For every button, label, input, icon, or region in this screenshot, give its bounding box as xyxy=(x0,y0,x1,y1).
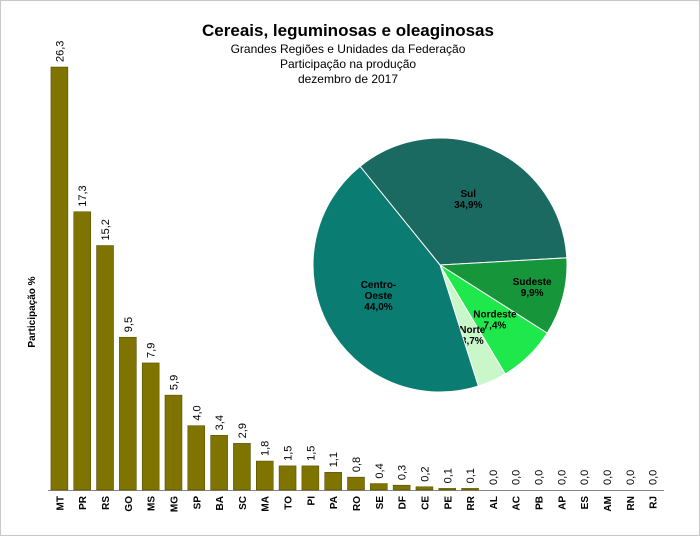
value-label: 0,8 xyxy=(351,457,363,472)
pie-slice xyxy=(312,165,479,393)
slice-label: Sudeste xyxy=(513,277,552,288)
value-label: 5,9 xyxy=(168,375,180,390)
value-label: 0,0 xyxy=(488,470,500,485)
bar xyxy=(141,362,160,491)
x-tick-label: DF xyxy=(398,496,409,509)
value-label: 15,2 xyxy=(100,219,112,240)
value-label: 0,0 xyxy=(534,470,546,485)
chart-title: Cereais, leguminosas e oleaginosas xyxy=(202,21,494,40)
x-tick-label: ES xyxy=(580,496,591,510)
x-tick-label: RN xyxy=(626,496,637,510)
bar xyxy=(278,465,297,491)
slice-value: 34,9% xyxy=(454,200,482,211)
bar xyxy=(347,476,365,491)
value-label: 0,4 xyxy=(374,463,386,478)
slice-value: 7,4% xyxy=(484,320,507,331)
pie-slice xyxy=(438,257,568,334)
bar xyxy=(301,465,320,491)
x-tick-label: PR xyxy=(78,495,89,510)
x-tick-label: MA xyxy=(261,496,272,512)
y-axis-label: Participação % xyxy=(27,276,38,347)
x-tick-label: MG xyxy=(169,496,180,512)
x-tick-label: SC xyxy=(238,496,249,510)
bar xyxy=(187,425,206,491)
value-label: 26,3 xyxy=(54,41,66,62)
value-label: 0,0 xyxy=(602,470,614,485)
value-label: 0,2 xyxy=(419,466,431,481)
x-tick-label: AC xyxy=(512,496,523,510)
slice-label: Norte xyxy=(459,325,486,336)
bar xyxy=(73,211,91,491)
x-tick-label: PE xyxy=(443,496,454,510)
x-tick-label: SE xyxy=(375,496,386,510)
value-label: 17,3 xyxy=(77,185,89,206)
slice-label: Nordeste xyxy=(473,309,517,320)
bar xyxy=(210,435,228,491)
bar xyxy=(370,483,388,491)
value-label: 0,0 xyxy=(511,470,523,485)
x-tick-label: TO xyxy=(284,496,295,510)
x-tick-label: BA xyxy=(215,496,226,510)
bar xyxy=(415,486,434,491)
x-tick-label: PA xyxy=(329,496,340,509)
x-tick-label: GO xyxy=(124,496,135,512)
x-tick-label: AM xyxy=(603,496,614,512)
subtitle: Participação na produção xyxy=(280,57,416,71)
subtitle: dezembro de 2017 xyxy=(298,72,398,86)
slice-value: 44,0% xyxy=(364,302,392,313)
value-label: 2,9 xyxy=(237,423,249,438)
x-tick-label: AL xyxy=(489,496,500,509)
bar xyxy=(461,488,479,491)
value-label: 0,1 xyxy=(465,468,477,483)
value-label: 0,0 xyxy=(625,470,637,485)
bar xyxy=(96,245,114,491)
value-label: 0,3 xyxy=(397,465,409,480)
value-label: 4,0 xyxy=(191,405,203,420)
subtitle: Grandes Regiões e Unidades da Federação xyxy=(231,42,466,56)
slice-value: 9,9% xyxy=(521,288,544,299)
x-tick-label: SP xyxy=(192,496,203,510)
bar xyxy=(50,66,69,491)
value-label: 0,1 xyxy=(442,468,454,483)
pie-slice xyxy=(359,137,568,266)
bar xyxy=(438,488,457,491)
bar xyxy=(324,472,342,491)
value-label: 1,8 xyxy=(260,441,272,456)
slice-label: Centro-Oeste xyxy=(361,280,397,302)
value-label: 1,5 xyxy=(305,446,317,461)
x-tick-label: MT xyxy=(55,496,66,510)
value-label: 0,0 xyxy=(648,470,660,485)
bar xyxy=(233,443,251,491)
bar xyxy=(392,484,411,491)
slice-label: Sul xyxy=(460,189,476,200)
bar xyxy=(255,460,274,491)
x-tick-label: PB xyxy=(535,496,546,510)
value-label: 0,0 xyxy=(556,470,568,485)
value-label: 1,1 xyxy=(328,452,340,467)
x-tick-label: PI xyxy=(306,496,317,506)
x-tick-label: RO xyxy=(352,496,363,511)
value-label: 0,0 xyxy=(579,470,591,485)
slice-value: 3,7% xyxy=(461,336,484,347)
value-label: 3,4 xyxy=(214,415,226,430)
x-tick-label: RS xyxy=(101,496,112,510)
bar xyxy=(164,394,183,491)
bar xyxy=(119,336,137,491)
x-tick-label: MS xyxy=(147,496,158,511)
value-label: 1,5 xyxy=(283,446,295,461)
x-tick-label: RR xyxy=(466,495,477,510)
x-tick-label: CE xyxy=(420,496,431,510)
value-label: 9,5 xyxy=(123,317,135,332)
x-tick-label: RJ xyxy=(649,496,660,509)
x-tick-label: AP xyxy=(557,496,568,510)
value-label: 7,9 xyxy=(146,343,158,358)
